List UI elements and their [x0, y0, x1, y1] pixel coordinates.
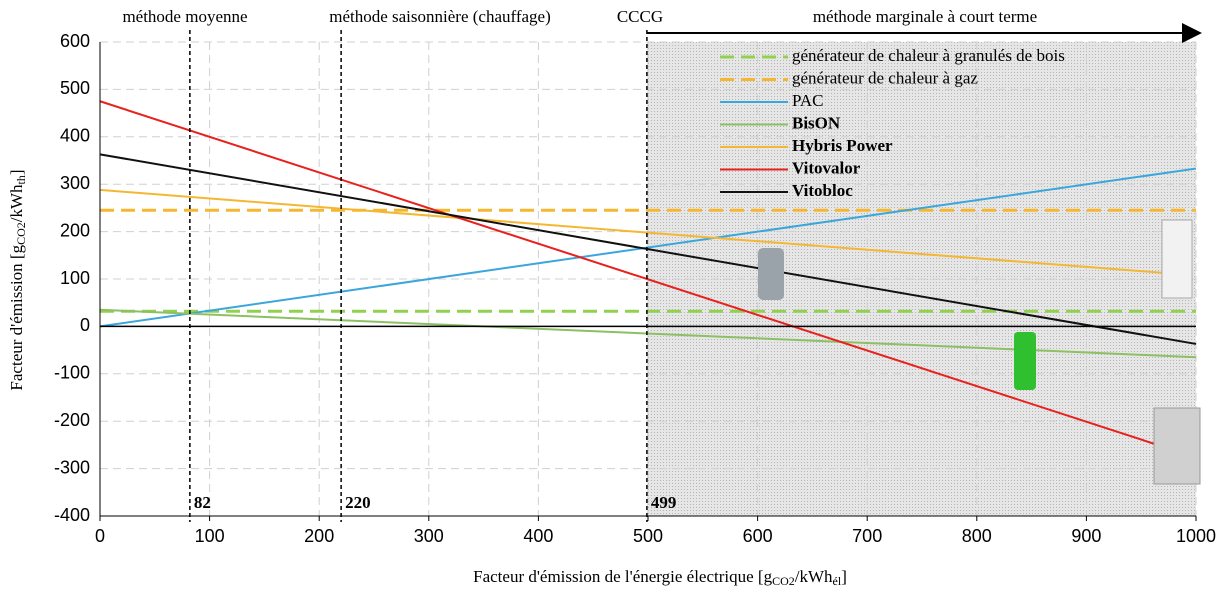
y-tick-label: 0 [80, 315, 90, 335]
x-tick-label: 900 [1071, 526, 1101, 546]
y-label-part: ] [7, 169, 26, 175]
series-line [99, 308, 1197, 359]
x-tick-label: 600 [743, 526, 773, 546]
y-tick-label: -400 [54, 505, 90, 525]
x-tick-label: 100 [195, 526, 225, 546]
legend-label: PAC [792, 91, 824, 110]
y-tick-label: 400 [60, 126, 90, 146]
legend-label: Vitovalor [792, 158, 861, 177]
y-label-part: Facteur d'émission [g [7, 244, 26, 390]
series-line [99, 188, 1164, 274]
legend-label: générateur de chaleur à gaz [792, 68, 978, 87]
x-label-part: /kWh [795, 567, 833, 586]
product-images [758, 219, 1201, 485]
y-tick-label: 500 [60, 78, 90, 98]
x-tick-label: 500 [633, 526, 663, 546]
y-tick-label: 300 [60, 173, 90, 193]
series-line [99, 153, 1197, 345]
y-tick-label: -100 [54, 363, 90, 383]
x-axis-label: Facteur d'émission de l'énergie électriq… [473, 567, 847, 588]
y-tick-label: 600 [60, 31, 90, 51]
marker-label: 499 [651, 493, 677, 512]
legend-label: BisON [792, 113, 841, 132]
x-tick-label: 1000 [1176, 526, 1216, 546]
x-tick-label: 200 [304, 526, 334, 546]
y-label-part: CO2 [14, 222, 28, 245]
x-label-part: Facteur d'émission de l'énergie électriq… [473, 567, 772, 586]
annotation: méthode marginale à court terme [813, 7, 1037, 26]
y-tick-label: -300 [54, 457, 90, 477]
y-tick-label: 100 [60, 268, 90, 288]
annotation: méthode saisonnière (chauffage) [329, 7, 551, 26]
x-tick-label: 300 [414, 526, 444, 546]
x-tick-label: 800 [962, 526, 992, 546]
y-label-part: /kWh [7, 184, 26, 222]
y-tick-label: -200 [54, 410, 90, 430]
marker-label: 82 [194, 493, 211, 512]
y-axis-label: Facteur d'émission [gCO2/kWhth] [7, 169, 28, 390]
y-label-part: th [14, 175, 28, 184]
legend-label: générateur de chaleur à granulés de bois [792, 46, 1065, 65]
y-tick-label: 200 [60, 220, 90, 240]
x-tick-label: 0 [95, 526, 105, 546]
annotation: méthode moyenne [122, 7, 247, 26]
x-label-part: él [833, 574, 842, 588]
x-tick-label: 700 [852, 526, 882, 546]
x-tick-label: 400 [523, 526, 553, 546]
x-label-part: CO2 [772, 574, 795, 588]
x-label-part: ] [841, 567, 847, 586]
series-line [99, 100, 1158, 446]
legend-label: Vitobloc [792, 181, 853, 200]
legend-label: Hybris Power [792, 136, 893, 155]
marker-label: 220 [345, 493, 371, 512]
series-line [99, 167, 1197, 328]
annotation: CCCG [617, 7, 663, 26]
